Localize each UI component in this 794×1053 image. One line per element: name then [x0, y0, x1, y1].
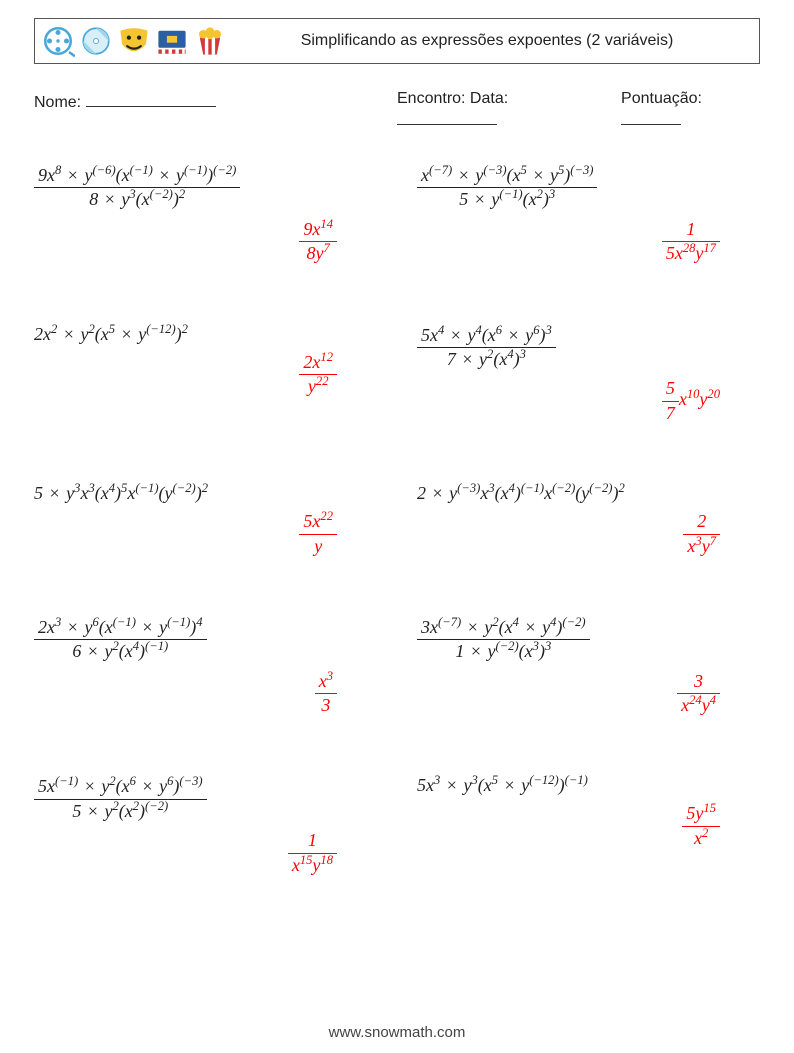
screen-icon	[155, 24, 189, 58]
footer-url: www.snowmath.com	[0, 1024, 794, 1041]
problem-1: 9x8 × y(−6)(x(−1) × y(−1))(−2)8 × y3(x(−…	[34, 164, 377, 266]
date-blank	[397, 108, 497, 125]
problem-1-expression: 9x8 × y(−6)(x(−1) × y(−1))(−2)8 × y3(x(−…	[34, 164, 377, 212]
name-blank	[86, 90, 216, 107]
problem-8: 3x(−7) × y2(x4 × y4)(−2)1 × y(−2)(x3)3 3x…	[417, 616, 760, 718]
problem-6-answer: 2x3y7	[417, 510, 760, 558]
problem-4-answer: 57x10y20	[417, 377, 760, 425]
popcorn-icon	[193, 24, 227, 58]
problem-5: 5 × y3x3(x4)5x(−1)(y(−2))2 5x22y	[34, 483, 377, 558]
problem-9-answer: 1x15y18	[34, 829, 377, 877]
problem-4-expression: 5x4 × y4(x6 × y6)37 × y2(x4)3	[417, 324, 760, 372]
problem-10-answer: 5y15x2	[417, 802, 760, 850]
score-blank	[621, 108, 681, 125]
date-label: Encontro: Data:	[397, 90, 508, 107]
score-label: Pontuação:	[621, 90, 702, 107]
worksheet-title: Simplificando as expressões expoentes (2…	[227, 32, 753, 50]
meta-row: Nome: Encontro: Data: Pontuação:	[34, 90, 760, 130]
problem-5-expression: 5 × y3x3(x4)5x(−1)(y(−2))2	[34, 483, 377, 504]
disc-icon	[79, 24, 113, 58]
problem-10-expression: 5x3 × y3(x5 × y(−12))(−1)	[417, 775, 760, 796]
worksheet-page: Simplificando as expressões expoentes (2…	[0, 0, 794, 1053]
problem-4: 5x4 × y4(x6 × y6)37 × y2(x4)3 57x10y20	[417, 324, 760, 426]
film-reel-icon	[41, 24, 75, 58]
problem-7: 2x3 × y6(x(−1) × y(−1))46 × y2(x4)(−1) x3…	[34, 616, 377, 718]
problem-9: 5x(−1) × y2(x6 × y6)(−3)5 × y2(x2)(−2) 1x…	[34, 775, 377, 877]
problem-5-answer: 5x22y	[34, 510, 377, 558]
problem-7-answer: x33	[34, 670, 377, 718]
name-field: Nome:	[34, 90, 397, 130]
problem-2-answer: 15x28y17	[417, 218, 760, 266]
problem-3: 2x2 × y2(x5 × y(−12))2 2x12y22	[34, 324, 377, 426]
date-field: Encontro: Data:	[397, 90, 603, 130]
problem-6: 2 × y(−3)x3(x4)(−1)x(−2)(y(−2))2 2x3y7	[417, 483, 760, 558]
problem-9-expression: 5x(−1) × y2(x6 × y6)(−3)5 × y2(x2)(−2)	[34, 775, 377, 823]
problems-grid: 9x8 × y(−6)(x(−1) × y(−1))(−2)8 × y3(x(−…	[34, 164, 760, 877]
header-box: Simplificando as expressões expoentes (2…	[34, 18, 760, 64]
name-label: Nome:	[34, 94, 81, 111]
header-icons	[41, 24, 227, 58]
score-field: Pontuação:	[621, 90, 760, 130]
problem-3-expression: 2x2 × y2(x5 × y(−12))2	[34, 324, 377, 345]
problem-8-expression: 3x(−7) × y2(x4 × y4)(−2)1 × y(−2)(x3)3	[417, 616, 760, 664]
problem-2: x(−7) × y(−3)(x5 × y5)(−3)5 × y(−1)(x2)3…	[417, 164, 760, 266]
problem-6-expression: 2 × y(−3)x3(x4)(−1)x(−2)(y(−2))2	[417, 483, 760, 504]
problem-3-answer: 2x12y22	[34, 351, 377, 399]
problem-2-expression: x(−7) × y(−3)(x5 × y5)(−3)5 × y(−1)(x2)3	[417, 164, 760, 212]
problem-1-answer: 9x148y7	[34, 218, 377, 266]
problem-8-answer: 3x24y4	[417, 670, 760, 718]
theater-masks-icon	[117, 24, 151, 58]
problem-10: 5x3 × y3(x5 × y(−12))(−1) 5y15x2	[417, 775, 760, 877]
problem-7-expression: 2x3 × y6(x(−1) × y(−1))46 × y2(x4)(−1)	[34, 616, 377, 664]
